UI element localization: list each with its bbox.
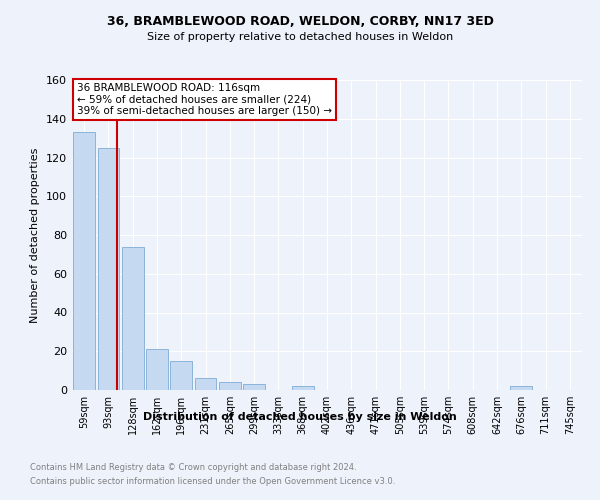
- Y-axis label: Number of detached properties: Number of detached properties: [31, 148, 40, 322]
- Bar: [170, 361, 192, 390]
- Bar: [97, 148, 119, 390]
- Text: Contains public sector information licensed under the Open Government Licence v3: Contains public sector information licen…: [30, 478, 395, 486]
- Text: Size of property relative to detached houses in Weldon: Size of property relative to detached ho…: [147, 32, 453, 42]
- Text: 36, BRAMBLEWOOD ROAD, WELDON, CORBY, NN17 3ED: 36, BRAMBLEWOOD ROAD, WELDON, CORBY, NN1…: [107, 15, 493, 28]
- Text: Distribution of detached houses by size in Weldon: Distribution of detached houses by size …: [143, 412, 457, 422]
- Bar: [243, 384, 265, 390]
- Text: 36 BRAMBLEWOOD ROAD: 116sqm
← 59% of detached houses are smaller (224)
39% of se: 36 BRAMBLEWOOD ROAD: 116sqm ← 59% of det…: [77, 83, 332, 116]
- Bar: [511, 386, 532, 390]
- Bar: [146, 350, 168, 390]
- Text: Contains HM Land Registry data © Crown copyright and database right 2024.: Contains HM Land Registry data © Crown c…: [30, 462, 356, 471]
- Bar: [122, 246, 143, 390]
- Bar: [219, 382, 241, 390]
- Bar: [194, 378, 217, 390]
- Bar: [292, 386, 314, 390]
- Bar: [73, 132, 95, 390]
